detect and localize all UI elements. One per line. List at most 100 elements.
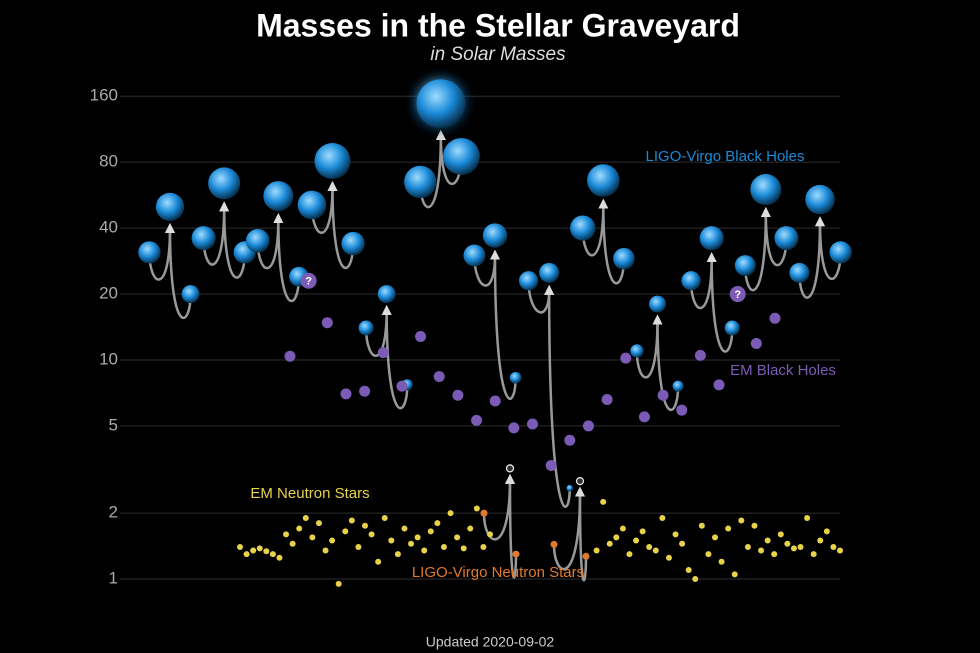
merger-remnant xyxy=(750,174,782,206)
merger-component xyxy=(630,344,644,358)
neutron-star xyxy=(613,534,620,541)
merger-remnant xyxy=(587,164,620,197)
merger-remnant xyxy=(649,295,666,313)
merger-remnant xyxy=(208,167,241,200)
merger-component xyxy=(297,190,327,220)
neutron-star xyxy=(790,545,797,552)
neutron-star xyxy=(335,580,342,587)
neutron-star xyxy=(243,551,250,558)
chart-subtitle: in Solar Masses xyxy=(430,44,566,65)
black-hole xyxy=(657,389,669,401)
neutron-star xyxy=(263,548,270,555)
neutron-star xyxy=(712,534,718,541)
merger-component xyxy=(512,550,520,558)
black-hole xyxy=(489,395,501,407)
neutron-star xyxy=(633,537,640,544)
neutron-star xyxy=(237,544,243,551)
black-hole xyxy=(694,349,706,361)
merger-arrow xyxy=(544,284,571,508)
neutron-star xyxy=(600,498,607,505)
neutron-star xyxy=(276,554,283,561)
merger-remnant xyxy=(805,184,835,215)
neutron-star xyxy=(447,510,454,517)
merger-component xyxy=(442,137,480,175)
y-tick-label: 20 xyxy=(99,284,118,303)
merger-remnant xyxy=(575,476,585,486)
merger-component xyxy=(570,215,596,241)
black-hole xyxy=(750,337,762,349)
merger-remnant xyxy=(263,181,294,212)
neutron-star xyxy=(685,566,692,573)
merger-arrow xyxy=(165,223,192,320)
merger-arrow xyxy=(706,252,734,353)
neutron-star xyxy=(692,576,699,583)
black-hole xyxy=(377,347,389,359)
merger-component xyxy=(404,165,437,199)
black-hole xyxy=(508,422,520,434)
y-tick-label: 5 xyxy=(109,415,118,434)
neutron-star xyxy=(718,558,725,565)
neutron-star xyxy=(480,544,487,551)
y-tick-label: 1 xyxy=(109,569,118,588)
neutron-star xyxy=(467,525,474,532)
neutron-star xyxy=(309,534,316,541)
black-hole xyxy=(713,379,725,391)
neutron-star xyxy=(705,551,712,558)
merger-component xyxy=(245,228,270,253)
merger-remnant xyxy=(377,285,396,303)
neutron-star xyxy=(434,520,441,527)
neutron-star xyxy=(408,540,415,547)
neutron-star xyxy=(804,514,811,521)
merger-arrow xyxy=(598,198,626,285)
neutron-star xyxy=(659,514,666,521)
black-hole xyxy=(620,352,632,364)
merger-arrow xyxy=(381,304,409,410)
neutron-star xyxy=(606,540,613,547)
neutron-star xyxy=(738,517,745,524)
black-hole xyxy=(769,312,781,324)
neutron-star xyxy=(797,544,804,551)
neutron-star xyxy=(342,528,349,535)
neutron-star xyxy=(810,551,817,558)
merger-component xyxy=(734,255,756,276)
black-hole xyxy=(396,380,408,392)
black-hole xyxy=(582,420,594,432)
neutron-star xyxy=(672,531,679,538)
merger-component xyxy=(480,509,488,517)
neutron-star xyxy=(771,551,778,558)
neutron-star xyxy=(315,520,322,527)
black-hole xyxy=(729,286,746,303)
neutron-star xyxy=(289,540,296,547)
black-hole xyxy=(284,350,296,362)
neutron-star xyxy=(440,544,447,551)
neutron-star xyxy=(394,551,401,558)
neutron-star xyxy=(731,571,738,578)
merger-component xyxy=(509,371,522,384)
merger-arrow xyxy=(273,213,301,303)
neutron-star xyxy=(817,537,824,544)
legend-label: LIGO-Virgo Neutron Stars xyxy=(412,564,584,581)
neutron-star xyxy=(784,540,791,547)
neutron-star xyxy=(322,547,329,554)
y-tick-label: 160 xyxy=(90,86,118,105)
neutron-star xyxy=(368,531,375,538)
merger-component xyxy=(829,241,852,264)
neutron-star xyxy=(593,547,600,554)
black-hole xyxy=(527,418,538,430)
neutron-star xyxy=(725,525,732,532)
black-hole xyxy=(471,414,483,426)
y-tick-label: 2 xyxy=(109,503,118,522)
merger-arrow xyxy=(744,207,771,292)
merger-arrow xyxy=(652,314,680,411)
merger-component xyxy=(774,226,799,251)
neutron-star xyxy=(679,540,686,547)
neutron-star xyxy=(830,544,837,551)
neutron-star xyxy=(414,534,421,541)
merger-component xyxy=(191,226,216,251)
merger-remnant xyxy=(699,226,724,251)
value-label: ? xyxy=(305,276,312,288)
merger-remnant xyxy=(505,464,515,473)
